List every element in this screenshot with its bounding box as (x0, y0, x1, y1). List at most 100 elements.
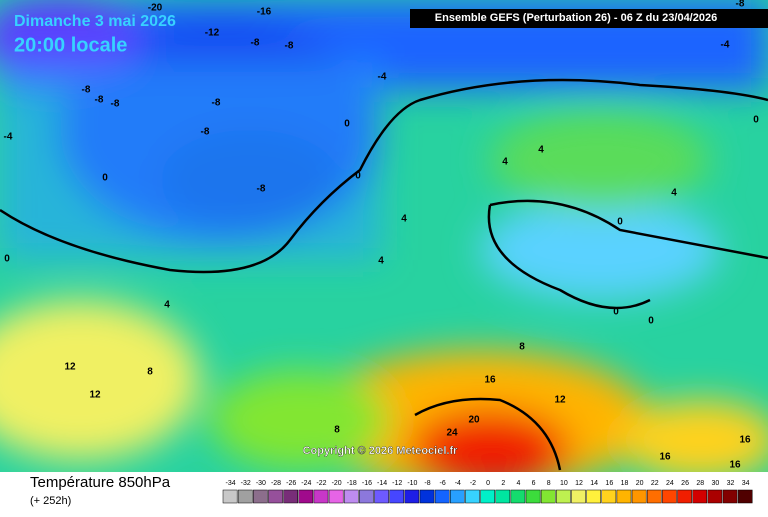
contour-label: 0 (613, 307, 619, 318)
legend-label: -34 (226, 480, 236, 487)
contour-label: 0 (344, 119, 350, 130)
copyright: Copyright © 2026 Meteociel.fr (303, 445, 459, 457)
contour-label: -4 (4, 132, 13, 143)
legend-label: -14 (377, 480, 387, 487)
contour-label: 0 (102, 173, 108, 184)
legend-label: -16 (362, 480, 372, 487)
contour-label: 20 (468, 415, 480, 426)
legend-label: 18 (621, 480, 629, 487)
contour-label: 24 (446, 428, 458, 439)
contour-label: 12 (64, 362, 76, 373)
legend-swatch (677, 489, 692, 504)
legend-label: 26 (681, 480, 689, 487)
legend-label: -12 (392, 480, 402, 487)
contour-label: 16 (739, 435, 751, 446)
legend-swatch (540, 489, 556, 504)
date: Dimanche 3 mai 2026 (14, 13, 176, 30)
contour-label: -4 (721, 40, 730, 51)
legend-label: -28 (271, 480, 281, 487)
legend-swatch (616, 489, 632, 504)
legend-swatch (374, 489, 389, 504)
contour-label: -16 (257, 7, 272, 18)
contour-label: 12 (89, 390, 101, 401)
legend-label: 6 (532, 480, 536, 487)
legend-label: 20 (636, 480, 644, 487)
legend-swatch (359, 489, 374, 504)
legend-swatch (601, 489, 617, 504)
legend-label: -8 (424, 480, 430, 487)
legend-swatch (571, 489, 586, 504)
legend-label: 0 (486, 480, 490, 487)
legend-label: 10 (560, 480, 568, 487)
legend-swatch (450, 489, 465, 504)
contour-labels: -20 -16 -12 -8 -8 -8 -4 -4 -8 -8 -8 -8 -8 -8 0 0 0 -4 0 4 4 4… (4, 0, 760, 471)
legend-label: 28 (696, 480, 704, 487)
contour-label: 16 (729, 460, 741, 471)
contour-label: 0 (4, 254, 10, 265)
legend-label: -2 (470, 480, 476, 487)
contour-label: -8 (212, 98, 221, 109)
legend-label: 14 (590, 480, 598, 487)
legend-label: 16 (605, 480, 613, 487)
contour-label: 4 (671, 188, 677, 199)
legend-swatch (465, 489, 480, 504)
legend-swatch (737, 489, 753, 504)
legend-swatch (298, 489, 314, 504)
contour-label: -8 (82, 85, 91, 96)
legend-label: 12 (575, 480, 583, 487)
legend-swatch (328, 489, 344, 504)
legend-label: -22 (316, 480, 326, 487)
legend-label: 4 (516, 480, 520, 487)
contour-label: 4 (502, 157, 508, 168)
legend-swatch (510, 489, 526, 504)
legend-swatch (662, 489, 677, 504)
legend-label: 30 (711, 480, 719, 487)
contour-label: 8 (147, 367, 153, 378)
legend-swatch (525, 489, 541, 504)
legend-label: 8 (547, 480, 551, 487)
legend-swatch (389, 489, 405, 504)
legend-swatch (480, 489, 495, 504)
contour-label: -8 (736, 0, 745, 10)
legend-swatch (692, 489, 708, 504)
legend-label: -30 (256, 480, 266, 487)
model-banner (410, 9, 768, 28)
legend-swatch (556, 489, 571, 504)
contour-label: 16 (484, 375, 496, 386)
contour-label: -8 (95, 95, 104, 106)
contour-label: 4 (401, 214, 407, 225)
contour-label: -4 (378, 72, 387, 83)
legend-label: 24 (666, 480, 674, 487)
legend-swatch (646, 489, 662, 504)
legend-label: 34 (742, 480, 750, 487)
legend-label: -24 (301, 480, 311, 487)
time: 20:00 locale (14, 34, 127, 56)
legend-swatch (404, 489, 420, 504)
legend-swatch (343, 489, 359, 504)
legend-label: -18 (347, 480, 357, 487)
contour-label: 4 (538, 145, 544, 156)
legend-swatch (434, 489, 450, 504)
legend-label: -26 (286, 480, 296, 487)
legend-label: -10 (407, 480, 417, 487)
contour-label: 4 (164, 300, 170, 311)
legend-swatch (419, 489, 435, 504)
contour-label: -8 (111, 99, 120, 110)
legend-swatch (495, 489, 511, 504)
legend-swatch (237, 489, 253, 504)
legend-swatch (253, 489, 268, 504)
legend-swatch (586, 489, 601, 504)
legend-swatch (222, 489, 238, 504)
contour-label: 0 (617, 217, 623, 228)
legend-swatch (268, 489, 283, 504)
contour-label: 8 (519, 342, 525, 353)
contour-label: -8 (201, 127, 210, 138)
contour-label: 0 (753, 115, 759, 126)
legend-swatch (283, 489, 299, 504)
contour-label: 8 (334, 425, 340, 436)
legend-label: -6 (440, 480, 446, 487)
contour-label: 12 (554, 395, 566, 406)
contour-label: 0 (355, 171, 361, 182)
contour-label: -8 (285, 41, 294, 52)
